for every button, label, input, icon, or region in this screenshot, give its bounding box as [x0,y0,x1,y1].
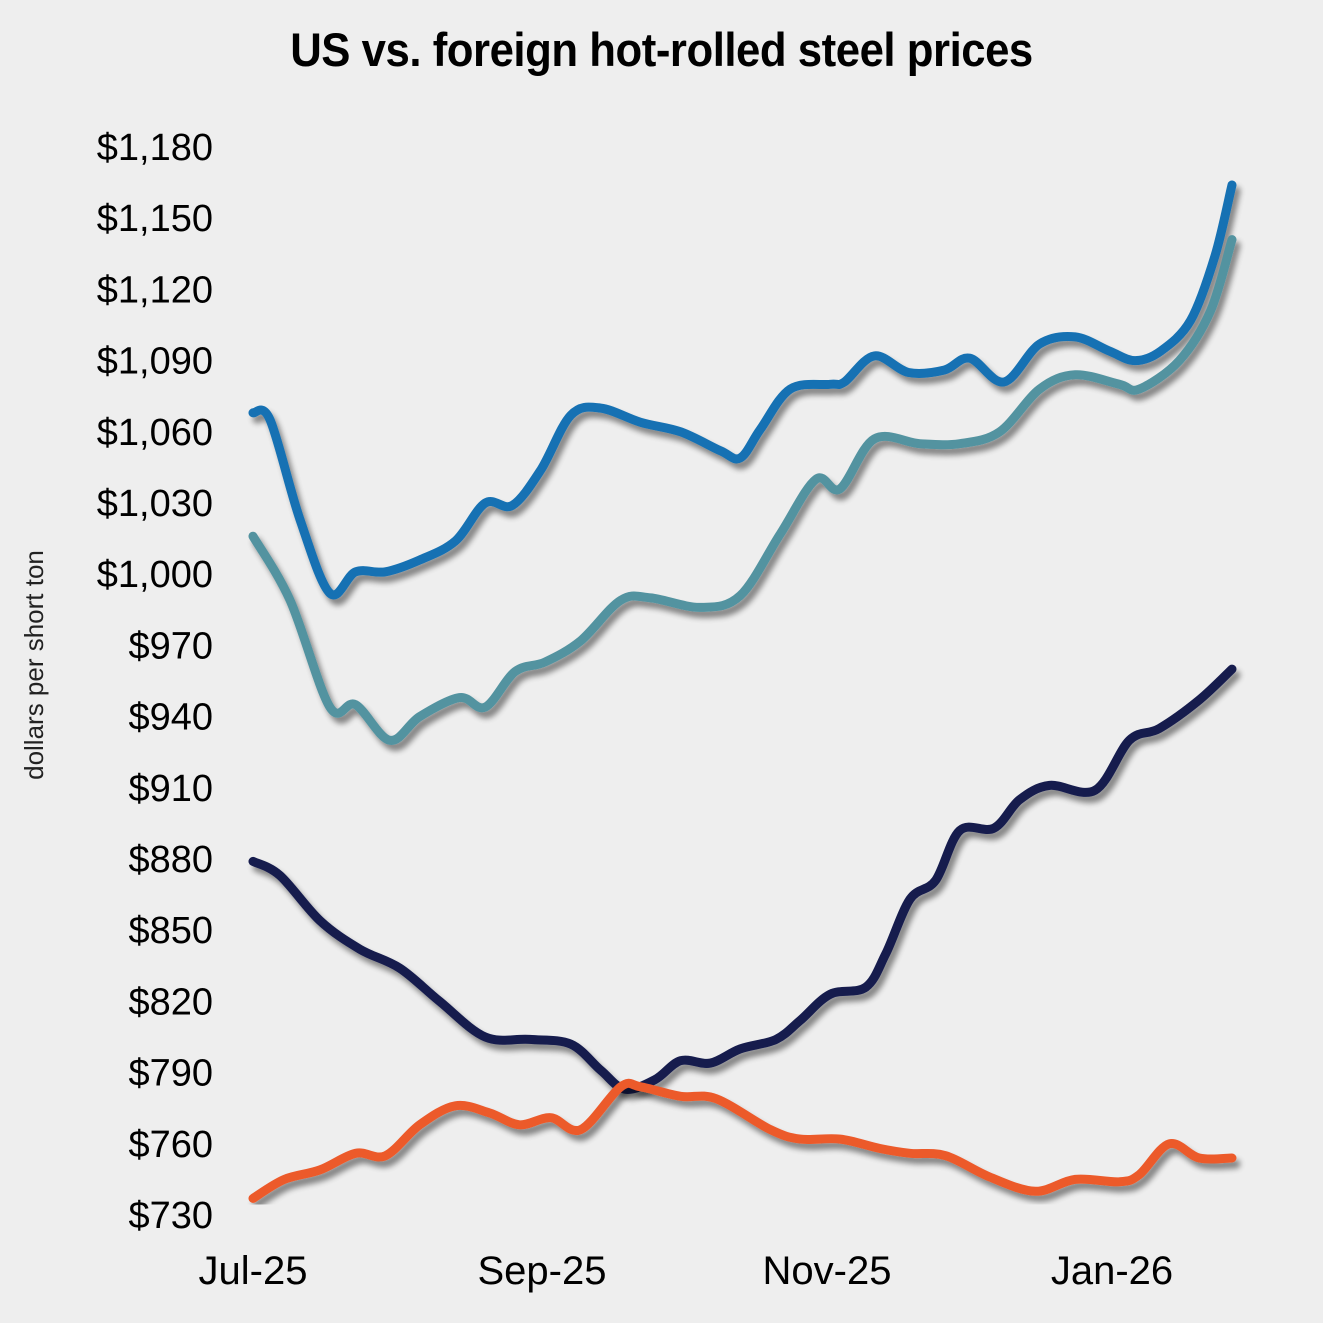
x-tick-label: Nov-25 [763,1249,892,1293]
y-tick-label: $790 [128,1053,213,1095]
series-line-us-blue [248,180,1237,600]
y-tick-label: $1,090 [97,341,213,383]
chart-title: US vs. foreign hot-rolled steel prices [290,23,1033,76]
series-line-us-teal [248,235,1237,745]
series-line-foreign-navy [248,664,1237,1094]
y-tick-label: $940 [128,697,213,739]
x-tick-label: Sep-25 [478,1249,607,1293]
y-tick-label: $910 [128,768,213,810]
y-tick-label: $760 [128,1124,213,1166]
y-axis-label: dollars per short ton [19,550,49,780]
x-axis-ticks: Jul-25 Sep-25 Nov-25 Jan-26 [199,1249,1174,1293]
y-tick-label: $730 [128,1195,213,1237]
y-tick-label: $1,060 [97,412,213,454]
series-line-foreign-orange [248,1078,1237,1203]
y-tick-label: $1,150 [97,198,213,240]
x-tick-label: Jul-25 [199,1249,308,1293]
x-tick-label: Jan-26 [1051,1249,1173,1293]
y-tick-label: $1,030 [97,483,213,525]
series-lines [248,180,1237,1203]
y-tick-label: $820 [128,981,213,1023]
y-tick-label: $880 [128,839,213,881]
y-tick-label: $970 [128,625,213,667]
y-tick-label: $850 [128,910,213,952]
y-tick-label: $1,180 [97,127,213,169]
y-tick-label: $1,120 [97,269,213,311]
y-tick-label: $1,000 [97,554,213,596]
y-axis-ticks: $1,180 $1,150 $1,120 $1,090 $1,060 $1,030 $1,0… [97,127,213,1237]
